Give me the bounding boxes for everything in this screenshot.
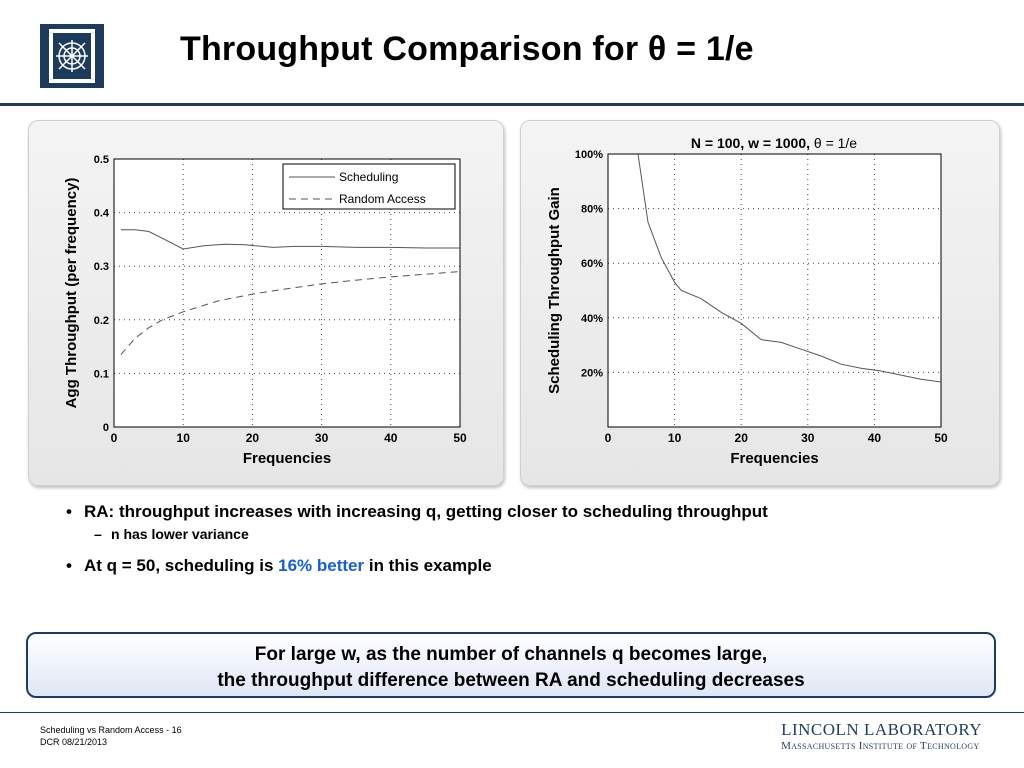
x-tick-label: 20 — [735, 431, 749, 445]
gain-chart: 0 10 20 30 40 50 20% 40% 60% 80% 100% Frequencies Sc… — [546, 135, 948, 467]
callout-line-1: For large w, as the number of channels q… — [254, 644, 768, 665]
legend-box — [282, 163, 456, 210]
y-tick-label: 0.1 — [94, 368, 109, 380]
title-divider — [0, 103, 1024, 106]
sub-bullet-variance-text: n has lower variance — [111, 526, 249, 542]
x-tick-label: 0 — [111, 431, 118, 445]
y-tick-label: 0.3 — [94, 261, 109, 273]
sub-bullet-variance: n has lower variance — [64, 526, 768, 542]
lab-name: LINCOLN LABORATORY — [781, 720, 982, 739]
x-tick-label: 30 — [315, 431, 329, 445]
callout-line-2: the throughput difference between RA and… — [217, 670, 805, 691]
mit-ll-logo — [40, 24, 104, 88]
footer-date: DCR 08/21/2013 — [40, 737, 108, 747]
chart-panel-gain: 0 10 20 30 40 50 20% 40% 60% 80% 100% Frequencies Sc… — [520, 120, 1000, 486]
x-axis-label: Frequencies — [730, 450, 818, 467]
x-tick-label: 40 — [868, 431, 882, 445]
x-tick-label: 40 — [384, 431, 398, 445]
y-tick-label: 0 — [103, 422, 109, 434]
y-tick-label: 0.2 — [94, 315, 109, 327]
y-tick-label: 0.5 — [94, 154, 109, 166]
footer-divider — [0, 712, 1024, 713]
y-tick-label: 60% — [581, 258, 603, 270]
y-tick-label: 100% — [575, 149, 603, 161]
legend-label: Random Access — [339, 192, 426, 206]
series-line — [120, 271, 461, 355]
y-axis-label: Agg Throughput (per frequency) — [63, 178, 80, 409]
x-tick-label: 30 — [801, 431, 815, 445]
chart-panel-throughput: 0 10 20 30 40 50 0 0.1 0.2 0.3 0.4 0.5 Frequencies Ag… — [28, 120, 504, 486]
y-axis-label: Scheduling Throughput Gain — [546, 187, 563, 394]
x-axis-label: Frequencies — [243, 450, 331, 467]
bullet-gain-pre: At q = 50, scheduling is — [84, 556, 279, 575]
y-tick-label: 80% — [581, 204, 603, 216]
series-line — [637, 153, 942, 383]
slide-title: Throughput Comparison for θ = 1/e — [180, 30, 754, 68]
x-tick-label: 10 — [177, 431, 191, 445]
bullet-gain-highlight: 16% better — [278, 556, 365, 575]
legend-label: Scheduling — [339, 170, 398, 184]
bullet-list: RA: throughput increases with increasing… — [64, 502, 768, 576]
lab-subtitle: Massachusetts Institute of Technology — [781, 740, 980, 752]
throughput-chart: 0 10 20 30 40 50 0 0.1 0.2 0.3 0.4 0.5 Frequencies Ag… — [63, 154, 467, 467]
x-tick-label: 20 — [246, 431, 260, 445]
plot-frame — [607, 153, 942, 428]
bullet-scheduling-gain: At q = 50, scheduling is 16% better in t… — [64, 556, 768, 576]
bullet-gain-post: in this example — [364, 556, 492, 575]
footer-info: Scheduling vs Random Access - 16 DCR 08/… — [40, 724, 182, 748]
x-tick-label: 50 — [934, 431, 948, 445]
x-tick-label: 50 — [453, 431, 467, 445]
plot-frame — [113, 158, 461, 428]
footer-slide-id: Scheduling vs Random Access - 16 — [40, 725, 182, 735]
plot-area — [608, 154, 941, 427]
y-tick-label: 0.4 — [94, 208, 110, 220]
x-tick-label: 10 — [668, 431, 682, 445]
y-tick-label: 20% — [581, 367, 603, 379]
bullet-ra: RA: throughput increases with increasing… — [64, 502, 768, 522]
callout-box: For large w, as the number of channels q… — [26, 632, 996, 698]
y-tick-label: 40% — [581, 313, 603, 325]
bullet-ra-text: RA: throughput increases with increasing… — [84, 502, 768, 521]
lab-wordmark: LINCOLN LABORATORY Massachusetts Institu… — [781, 720, 982, 752]
x-tick-label: 0 — [605, 431, 612, 445]
series-line — [120, 229, 460, 250]
chart-title: N = 100, w = 1000, θ = 1/e — [691, 135, 857, 151]
